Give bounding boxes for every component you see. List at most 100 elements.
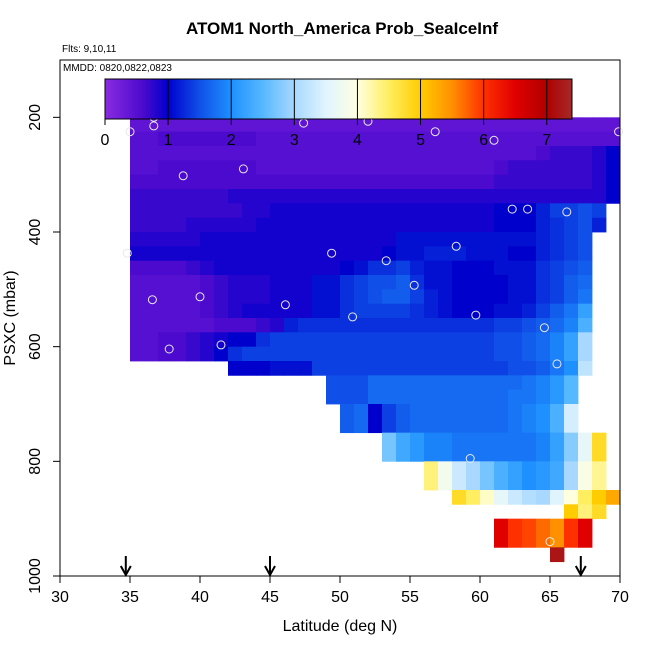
data-point: [471, 310, 481, 320]
heatmap-cell: [340, 418, 355, 434]
heatmap-cell: [298, 303, 313, 319]
heatmap-cell: [214, 203, 229, 219]
heatmap-cell: [494, 518, 509, 534]
heatmap-cell: [452, 303, 467, 319]
heatmap-cell: [158, 203, 173, 219]
heatmap-cell: [270, 160, 285, 176]
heatmap-cell: [466, 117, 481, 133]
heatmap-cell: [536, 475, 551, 491]
heatmap-cell: [508, 174, 523, 190]
heatmap-cell: [312, 232, 327, 247]
heatmap-cell: [438, 246, 453, 262]
heatmap-cell: [368, 303, 383, 319]
heatmap-cell: [424, 289, 439, 305]
data-point: [381, 256, 391, 266]
heatmap-cell: [396, 303, 411, 319]
heatmap-cell: [326, 189, 341, 204]
heatmap-cell: [340, 346, 355, 362]
heatmap-cell: [564, 232, 579, 247]
heatmap-cell: [326, 275, 341, 290]
heatmap-cell: [522, 475, 537, 491]
data-point: [122, 248, 132, 258]
heatmap-cell: [424, 404, 439, 419]
heatmap-cell: [494, 375, 509, 391]
heatmap-cell: [158, 146, 173, 161]
heatmap-cell: [340, 303, 355, 319]
heatmap-cell: [284, 318, 299, 333]
heatmap-cell: [200, 217, 215, 233]
heatmap-cell: [438, 346, 453, 362]
heatmap-cell: [382, 203, 397, 219]
heatmap-cell: [578, 346, 593, 362]
heatmap-cell: [522, 518, 537, 534]
x-axis-ticks: 30 35 40 45 50 55 60 65 70: [51, 576, 629, 606]
heatmap-cell: [564, 303, 579, 319]
heatmap-cell: [494, 260, 509, 276]
heatmap-cell: [144, 246, 159, 262]
heatmap-cell: [270, 217, 285, 233]
flight-arrows: [119, 556, 587, 578]
heatmap-cell: [172, 174, 187, 190]
heatmap-cell: [382, 346, 397, 362]
heatmap-cell: [158, 260, 173, 276]
heatmap-cell: [438, 217, 453, 233]
heatmap-cell: [242, 260, 257, 276]
heatmap-cell: [536, 232, 551, 247]
heatmap-cell: [536, 289, 551, 305]
heatmap-cell: [284, 260, 299, 276]
heatmap-cell: [550, 260, 565, 276]
heatmap-cell: [536, 404, 551, 419]
heatmap-cell: [214, 260, 229, 276]
heatmap-cell: [368, 418, 383, 434]
x-tick-label: 65: [541, 589, 559, 606]
heatmap-cell: [256, 361, 271, 376]
heatmap-cell: [494, 303, 509, 319]
flights-note: Flts: 9,10,11: [62, 44, 117, 55]
heatmap-cell: [438, 361, 453, 376]
heatmap-cell: [522, 117, 537, 133]
heatmap-cell: [312, 146, 327, 161]
heatmap-cell: [214, 246, 229, 262]
heatmap-cell: [186, 131, 201, 147]
data-point: [125, 127, 135, 137]
colorbar-tick-label: 2: [227, 132, 236, 149]
heatmap-cell: [256, 146, 271, 161]
heatmap-cell: [410, 375, 425, 391]
heatmap-cell: [522, 289, 537, 305]
heatmap-cell: [284, 146, 299, 161]
arrow-head: [119, 565, 132, 578]
data-point: [348, 312, 358, 322]
heatmap-cell: [354, 418, 369, 434]
heatmap-cell: [382, 418, 397, 434]
heatmap-cell: [550, 547, 565, 563]
heatmap-cell: [564, 418, 579, 434]
heatmap-cell: [438, 146, 453, 161]
heatmap-cell: [242, 232, 257, 247]
heatmap-cell: [424, 389, 439, 405]
heatmap-cell: [172, 146, 187, 161]
heatmap-cell: [452, 146, 467, 161]
heatmap-cell: [550, 289, 565, 305]
heatmap-cell: [172, 346, 187, 362]
heatmap-cell: [494, 475, 509, 491]
heatmap-cell: [242, 160, 257, 176]
heatmap-cell: [424, 246, 439, 262]
heatmap-cell: [186, 332, 201, 348]
heatmap-cell: [382, 217, 397, 233]
heatmap-cells: [130, 103, 621, 563]
heatmap-cell: [438, 461, 453, 477]
heatmap-cell: [550, 318, 565, 333]
heatmap-cell: [466, 246, 481, 262]
heatmap-cell: [298, 246, 313, 262]
heatmap-cell: [480, 432, 495, 448]
heatmap-cell: [410, 117, 425, 133]
heatmap-cell: [536, 389, 551, 405]
heatmap-cell: [186, 246, 201, 262]
heatmap-cell: [214, 131, 229, 147]
heatmap-cell: [186, 275, 201, 290]
heatmap-cell: [480, 346, 495, 362]
heatmap-cell: [368, 203, 383, 219]
heatmap-cell: [410, 260, 425, 276]
heatmap-cell: [480, 246, 495, 262]
colorbar-tick-label: 0: [101, 132, 110, 149]
